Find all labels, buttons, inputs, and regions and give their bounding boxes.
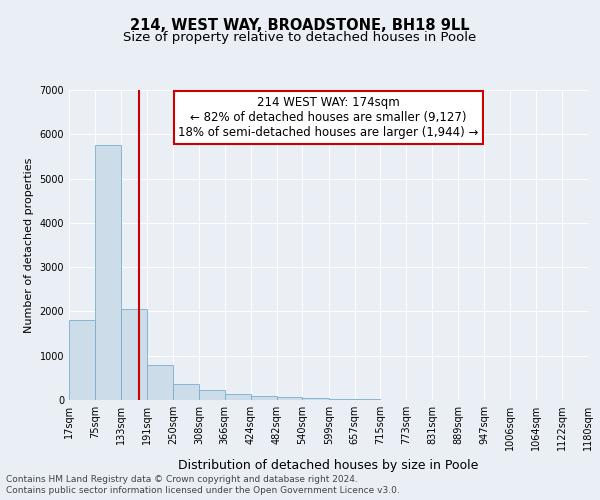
Y-axis label: Number of detached properties: Number of detached properties — [24, 158, 34, 332]
Bar — [121, 309, 146, 400]
Bar — [302, 398, 329, 400]
Bar — [69, 320, 95, 400]
Text: Size of property relative to detached houses in Poole: Size of property relative to detached ho… — [124, 31, 476, 44]
Bar — [199, 390, 225, 400]
Text: Contains public sector information licensed under the Open Government Licence v3: Contains public sector information licen… — [6, 486, 400, 495]
Bar — [225, 394, 251, 400]
Bar — [146, 364, 173, 400]
Bar — [277, 397, 302, 400]
X-axis label: Distribution of detached houses by size in Poole: Distribution of detached houses by size … — [178, 458, 479, 471]
Text: 214, WEST WAY, BROADSTONE, BH18 9LL: 214, WEST WAY, BROADSTONE, BH18 9LL — [130, 18, 470, 32]
Bar — [329, 399, 355, 400]
Bar — [95, 146, 121, 400]
Bar — [173, 384, 199, 400]
Bar — [251, 396, 277, 400]
Text: 214 WEST WAY: 174sqm
← 82% of detached houses are smaller (9,127)
18% of semi-de: 214 WEST WAY: 174sqm ← 82% of detached h… — [178, 96, 479, 139]
Text: Contains HM Land Registry data © Crown copyright and database right 2024.: Contains HM Land Registry data © Crown c… — [6, 475, 358, 484]
